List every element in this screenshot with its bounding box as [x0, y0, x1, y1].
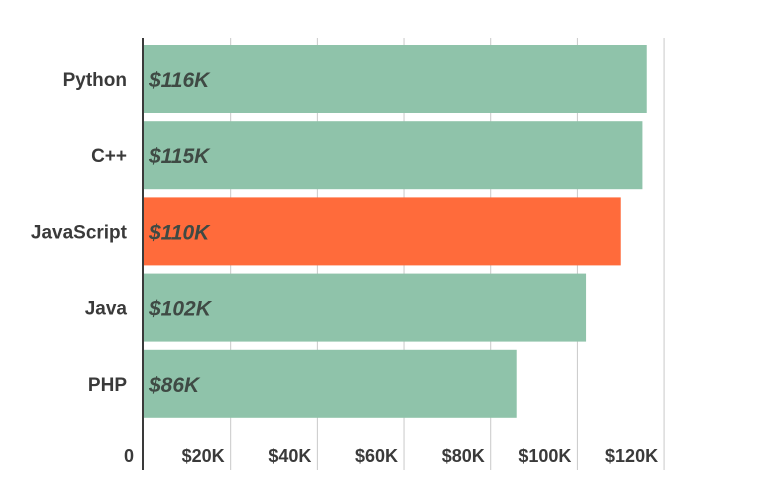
x-tick-label: $20K [182, 446, 225, 466]
value-label: $86K [148, 374, 201, 397]
x-tick-label: $60K [355, 446, 398, 466]
bars [144, 45, 647, 418]
x-tick-label: $80K [442, 446, 485, 466]
bar [144, 121, 643, 190]
x-tick-label: $100K [518, 446, 571, 466]
x-tick-label: $120K [605, 446, 658, 466]
bar [144, 197, 621, 266]
value-label: $102K [148, 298, 213, 321]
category-label: PHP [88, 375, 127, 396]
value-label: $116K [148, 69, 211, 92]
bar [144, 273, 587, 342]
value-label: $110K [148, 221, 211, 244]
value-label: $115K [148, 145, 211, 168]
category-label: Python [63, 70, 127, 91]
x-tick-label: 0 [124, 446, 134, 466]
category-label: JavaScript [31, 222, 128, 243]
bar [144, 349, 517, 418]
x-tick-label: $40K [268, 446, 311, 466]
bar [144, 45, 647, 113]
labels: Python $116K C++ $115K JavaScript $110K Java $1… [31, 69, 658, 466]
category-label: C++ [91, 146, 127, 167]
category-label: Java [85, 299, 128, 320]
